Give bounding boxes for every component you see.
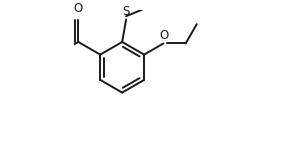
Text: O: O (159, 29, 169, 42)
Text: O: O (74, 2, 83, 15)
Text: S: S (122, 5, 130, 18)
